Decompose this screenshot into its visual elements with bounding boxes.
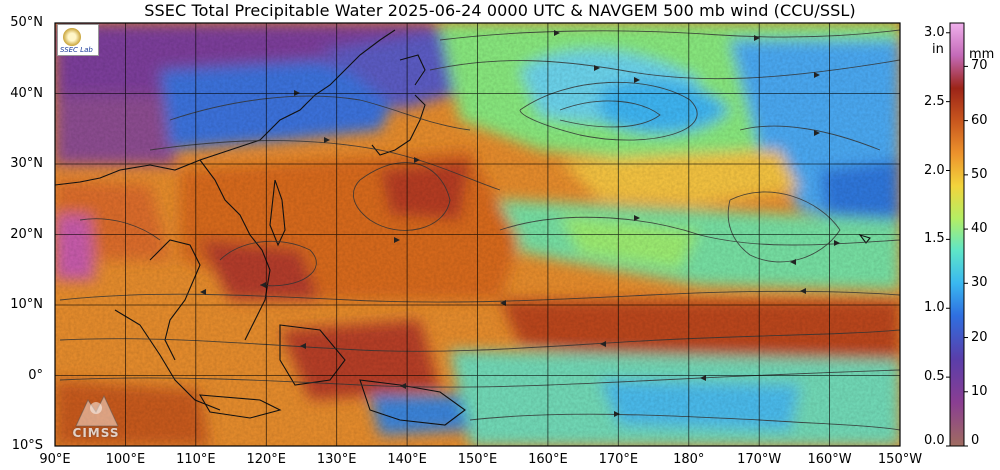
seal-icon <box>63 28 81 46</box>
mm-tick-label: 30 <box>971 275 988 291</box>
lat-label: 40°N <box>10 85 43 101</box>
map-frame <box>54 22 901 447</box>
mm-tick-label: 10 <box>971 383 988 399</box>
mm-tick-label: 70 <box>971 58 988 74</box>
wind-streamlines <box>59 29 900 431</box>
cimss-emblem-icon <box>75 394 119 427</box>
colorbar <box>946 22 968 447</box>
lon-label: 170°E <box>598 452 639 467</box>
inch-unit-label: in <box>932 42 944 57</box>
inch-tick-label: 0.0 <box>924 433 945 448</box>
lon-label: 130°E <box>316 452 357 467</box>
lon-label: 100°E <box>105 452 146 467</box>
inch-tick-label: 0.5 <box>924 369 945 385</box>
inch-tick-label: 1.0 <box>924 300 945 316</box>
lon-label: 110°E <box>176 452 216 467</box>
tpw-field <box>55 23 900 446</box>
mm-tick-label: 20 <box>971 329 988 345</box>
graticule <box>55 23 900 446</box>
lon-label: 180° <box>673 452 705 467</box>
mm-tick-label: 50 <box>971 166 988 182</box>
lon-label: 150°W <box>877 452 923 467</box>
coastlines <box>55 29 871 426</box>
cimss-logo: CIMSS <box>66 390 126 442</box>
mm-tick-label: 0 <box>971 433 980 448</box>
lat-label: 0° <box>28 367 43 383</box>
lon-label: 160°W <box>807 452 852 467</box>
mm-unit-label: mm <box>969 47 995 62</box>
lat-label: 50°N <box>10 15 43 30</box>
inch-tick-label: 3.0 <box>924 24 945 40</box>
inch-tick-label: 2.0 <box>924 162 945 178</box>
lon-label: 150°E <box>457 452 498 467</box>
lon-label: 170°W <box>737 452 782 467</box>
mm-tick-label: 60 <box>971 112 988 128</box>
lat-label: 30°N <box>10 156 43 171</box>
lat-label: 20°N <box>10 226 43 242</box>
cimss-logo-text: CIMSS <box>72 426 120 440</box>
lon-label: 90°E <box>39 452 71 467</box>
lat-label: 10°N <box>10 297 43 312</box>
inch-tick-label: 1.5 <box>924 231 945 247</box>
lon-label: 140°E <box>387 452 427 467</box>
mm-tick-label: 40 <box>971 221 988 237</box>
wind-arrows <box>200 30 840 417</box>
colorbar-gradient <box>949 22 965 447</box>
lon-label: 120°E <box>246 452 287 467</box>
ssec-logo-mark: SSEC Lab <box>60 46 93 54</box>
chart-title: SSEC Total Precipitable Water 2025-06-24… <box>144 1 856 20</box>
inch-tick-label: 2.5 <box>924 93 945 109</box>
lon-label: 160°E <box>528 452 568 467</box>
ssec-logo: SSEC Lab <box>57 24 99 56</box>
lat-label: 10°S <box>11 438 43 453</box>
